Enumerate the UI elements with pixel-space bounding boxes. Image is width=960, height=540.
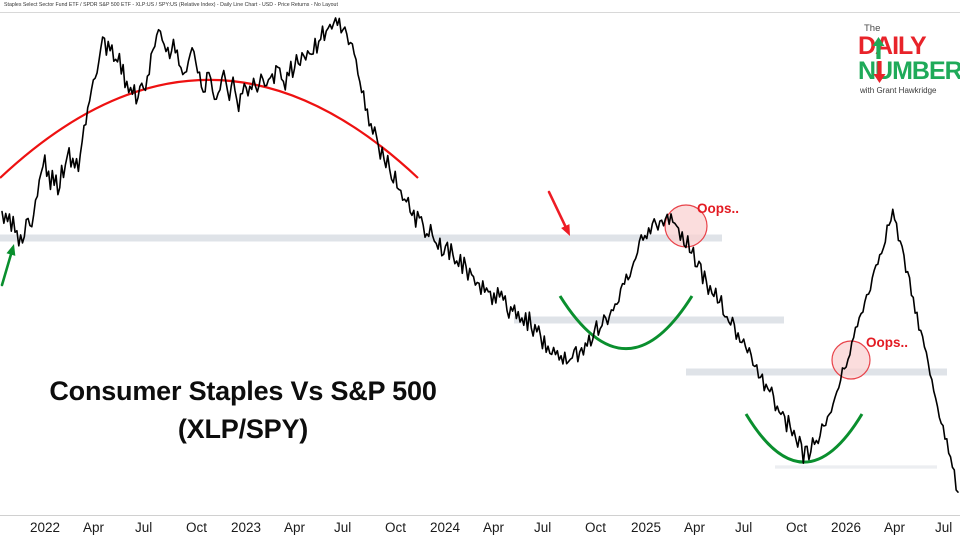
x-axis-tick-2: Jul bbox=[135, 520, 153, 535]
up-arrow-head bbox=[6, 244, 16, 256]
x-axis-tick-10: Jul bbox=[534, 520, 552, 535]
chart-svg bbox=[0, 17, 959, 493]
topping-arc bbox=[0, 78, 419, 179]
x-axis-tick-5: Apr bbox=[284, 520, 306, 535]
logo-daily-row: DAILY bbox=[858, 31, 956, 60]
chart-headline-line-2: (XLP/SPY) bbox=[177, 414, 309, 445]
bottoming-arc-1 bbox=[558, 295, 694, 350]
price-line-series bbox=[1, 17, 959, 493]
chart-headline-line-1: Consumer Staples Vs S&P 500 bbox=[49, 376, 437, 406]
x-axis-tick-6: Jul bbox=[334, 520, 352, 535]
x-axis-tick-14: Jul bbox=[735, 520, 753, 535]
level-lines-group bbox=[0, 234, 947, 469]
x-axis-tick-13: Apr bbox=[684, 520, 706, 535]
x-axis-tick-12: 2025 bbox=[631, 520, 662, 535]
logo-number-text: NUMBER bbox=[858, 56, 960, 85]
logo-daily-text: DAILY bbox=[858, 31, 927, 60]
oops-annotation-1: Oops.. bbox=[697, 201, 740, 216]
x-axis-tick-16: 2026 bbox=[831, 520, 862, 535]
logo-number-row: NUMBER bbox=[858, 58, 960, 84]
chart-plot-area bbox=[0, 13, 960, 515]
brand-logo: The DAILY NUMBER with Grant Hawkridge bbox=[858, 23, 960, 95]
x-axis-tick-7: Oct bbox=[385, 520, 407, 535]
down-arrow-icon bbox=[873, 60, 886, 83]
x-axis-tick-15: Oct bbox=[786, 520, 808, 535]
x-axis-tick-9: Apr bbox=[483, 520, 505, 535]
chart-headline: Consumer Staples Vs S&P 500 (XLP/SPY) bbox=[18, 372, 468, 449]
down-arrow-shaft bbox=[547, 190, 567, 228]
highlight-circles-group bbox=[664, 204, 871, 380]
x-axis-tick-4: 2023 bbox=[231, 520, 262, 535]
x-axis-tick-1: Apr bbox=[83, 520, 105, 535]
logo-the-text: The bbox=[864, 23, 881, 34]
arrow-markers-group bbox=[0, 190, 570, 287]
x-axis-tick-0: 2022 bbox=[30, 520, 61, 535]
chart-header-bar: Staples Select Sector Fund ETF / SPDR S&… bbox=[0, 0, 960, 13]
x-axis-tick-17: Apr bbox=[884, 520, 906, 535]
x-axis-tick-11: Oct bbox=[585, 520, 607, 535]
x-axis-tick-8: 2024 bbox=[430, 520, 461, 535]
chart-source-title: Staples Select Sector Fund ETF / SPDR S&… bbox=[4, 2, 338, 8]
x-axis-tick-18: Jul bbox=[935, 520, 953, 535]
down-arrow-head bbox=[561, 224, 570, 236]
up-arrow-shaft bbox=[0, 253, 13, 287]
logo-subtitle: with Grant Hawkridge bbox=[860, 85, 937, 95]
x-axis-tick-3: Oct bbox=[186, 520, 208, 535]
x-axis: 2022 Apr Jul Oct 2023 Apr Jul Oct 2024 Apr Jul Oct 2… bbox=[0, 515, 960, 540]
oops-annotation-2: Oops.. bbox=[866, 335, 909, 350]
up-arrow-icon bbox=[872, 36, 885, 59]
